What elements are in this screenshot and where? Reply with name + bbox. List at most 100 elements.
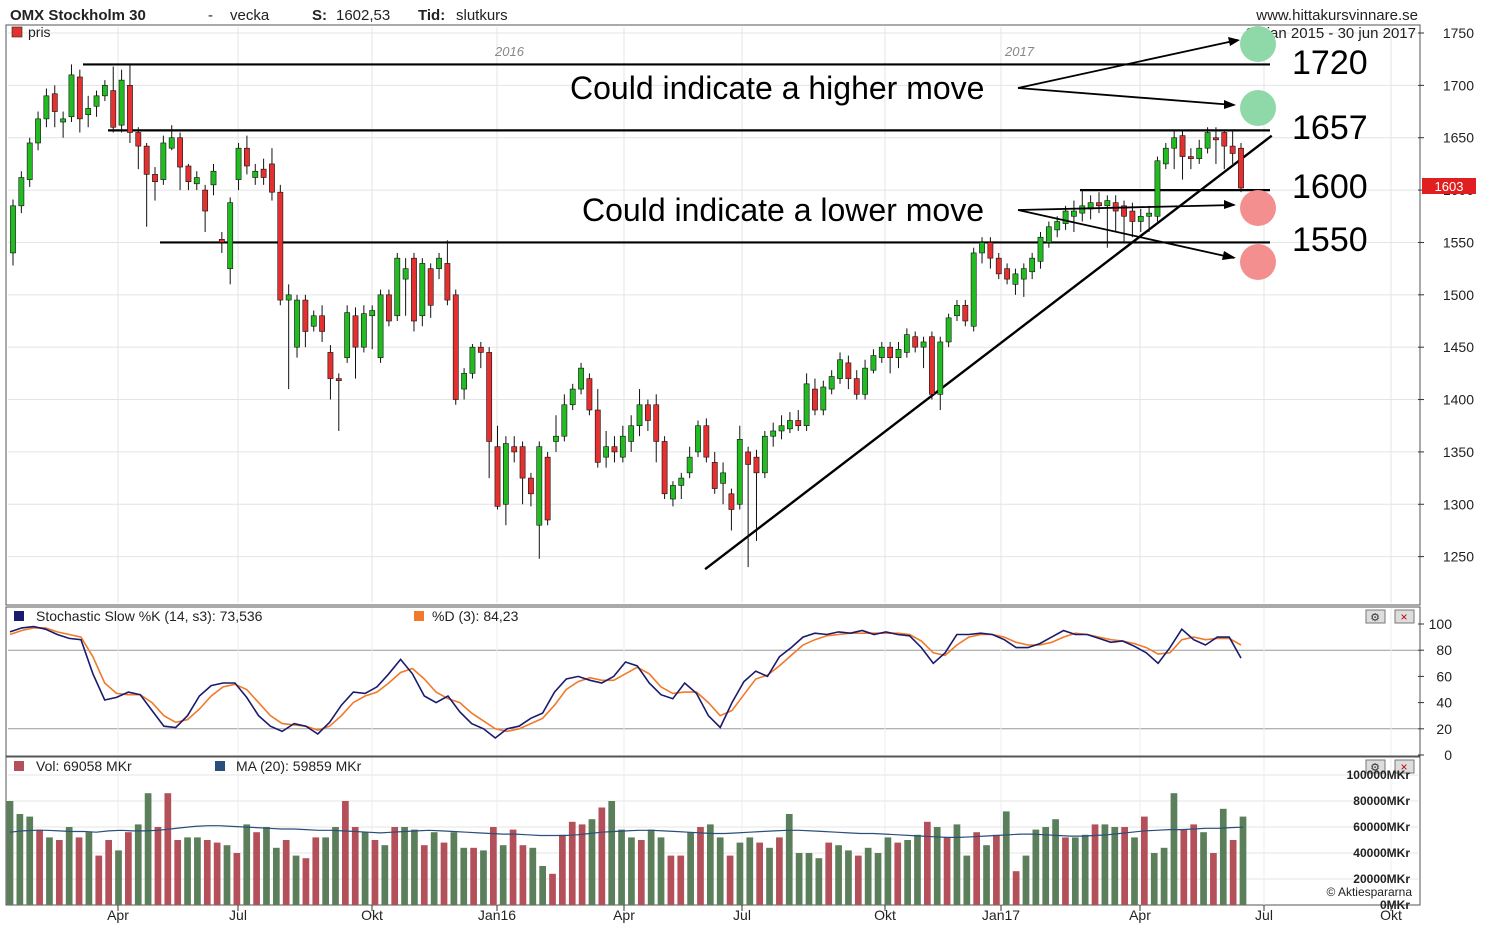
stoch-tick-label: 60 <box>1436 668 1452 684</box>
x-tick-label: Apr <box>107 907 129 923</box>
volume-bar <box>213 842 221 905</box>
volume-bar <box>864 847 872 905</box>
volume-bar <box>1081 834 1089 905</box>
candle-body <box>68 74 75 118</box>
period-label: vecka <box>230 7 270 24</box>
vol-settings-glyph: ⚙ <box>1370 762 1380 774</box>
vol-tick-label: 0MKr <box>1380 898 1410 912</box>
x-tick-label: Jul <box>1255 907 1273 923</box>
candle-body <box>720 472 726 484</box>
volume-bar <box>539 866 547 905</box>
volume-bar <box>1229 840 1237 905</box>
time-label: Tid: <box>418 7 445 24</box>
candle-body <box>1029 257 1036 273</box>
candle-body <box>1162 147 1169 165</box>
volume-bar <box>933 827 941 905</box>
volume-bar <box>440 842 448 905</box>
volume-bar <box>381 845 389 905</box>
volume-bar <box>1210 853 1217 905</box>
candle-body <box>1104 200 1111 207</box>
year-label-2016: 2016 <box>494 44 525 59</box>
vol-close-icon[interactable] <box>1394 759 1415 774</box>
candle-body <box>76 76 83 120</box>
volume-bar <box>904 840 911 905</box>
candle-body <box>444 263 451 301</box>
arrow-lower-2 <box>1017 209 1235 259</box>
candle-body <box>168 137 175 149</box>
candle-body <box>327 352 334 379</box>
arrowhead-lower-2 <box>1222 251 1236 260</box>
candle-body <box>912 336 919 348</box>
volume-bar <box>983 845 990 905</box>
stoch-settings-icon[interactable] <box>1365 609 1386 624</box>
volume-bar <box>1121 827 1128 905</box>
volume-bar <box>667 855 675 905</box>
volume-bar <box>588 819 596 905</box>
target-circle-1720 <box>1240 26 1276 62</box>
stoch-k-swatch <box>14 611 24 621</box>
volume-bar <box>1071 837 1079 905</box>
volume-bar <box>687 832 694 905</box>
candle-body <box>277 191 284 301</box>
volume-bar <box>85 832 93 905</box>
volume-bar <box>253 832 260 905</box>
volume-bar <box>736 842 744 905</box>
candle-body <box>43 95 50 120</box>
stoch-d-swatch <box>414 611 424 621</box>
volume-bar <box>371 840 379 905</box>
candle-body <box>427 268 434 306</box>
candle-body <box>770 430 777 437</box>
volume-bar <box>1022 855 1030 905</box>
x-tick-label: Jul <box>229 907 247 923</box>
candle-body <box>244 147 250 167</box>
candle-body <box>193 177 200 185</box>
volume-bar <box>16 814 24 905</box>
volume-bar <box>637 840 645 905</box>
volume-bar <box>342 801 349 905</box>
candle-body <box>1071 210 1077 217</box>
candle-body <box>461 373 467 390</box>
volume-bar <box>973 832 981 905</box>
candle-body <box>820 386 827 411</box>
stoch-panel-controls: × ⚙ <box>1365 609 1415 624</box>
candle-body <box>862 367 868 395</box>
x-tick-label: Jul <box>733 907 751 923</box>
volume-bar <box>282 840 290 905</box>
vol-settings-icon[interactable] <box>1365 759 1386 774</box>
candle-body <box>210 170 217 186</box>
candle-body <box>1054 221 1061 231</box>
volume-bar <box>756 842 764 905</box>
volume-bar <box>411 829 418 905</box>
volume-bar <box>776 837 783 905</box>
candle-body <box>845 362 852 379</box>
lower-move-annotation: Could indicate a lower move <box>582 192 984 228</box>
stoch-close-icon[interactable] <box>1394 609 1415 624</box>
candles <box>10 64 1244 568</box>
candle-body <box>419 263 426 317</box>
candle-body <box>1137 215 1144 222</box>
volume-bar <box>174 840 182 905</box>
candle-body <box>795 420 802 427</box>
stochastic-panel <box>5 606 1421 757</box>
volume-bar <box>914 834 921 905</box>
candle-body <box>528 477 534 495</box>
candle-body <box>644 404 651 421</box>
volume-bar <box>1042 827 1050 905</box>
volume-bar <box>1101 824 1109 905</box>
volume-bar <box>332 827 339 905</box>
candle-body <box>102 85 108 97</box>
volume-bar <box>1002 811 1010 905</box>
candle-body <box>1238 147 1244 189</box>
candle-body <box>486 352 493 442</box>
vol-tick-label: 20000MKr <box>1353 872 1410 886</box>
candle-body <box>502 443 509 505</box>
price-legend-label: pris <box>28 24 51 40</box>
price-tick-label: 1450 <box>1443 339 1474 355</box>
annotations: Could indicate a higher move Could indic… <box>570 26 1368 280</box>
arrowhead-lower-1 <box>1224 200 1236 209</box>
candle-body <box>670 485 676 500</box>
volume-bar <box>874 853 882 905</box>
candle-body <box>745 451 752 465</box>
volume-bar <box>1131 837 1138 905</box>
candle-body <box>962 304 969 322</box>
